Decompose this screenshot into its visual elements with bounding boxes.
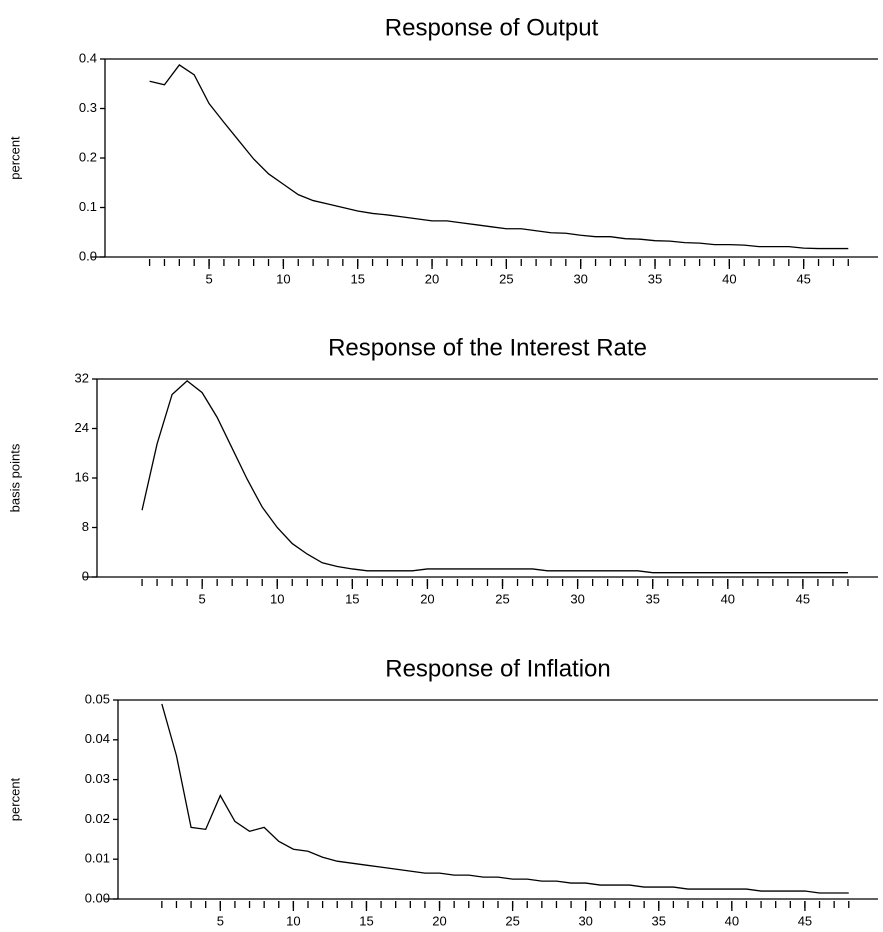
- x-tick-label: 10: [270, 591, 284, 606]
- x-tick-label: 45: [796, 591, 810, 606]
- y-tick-label: 0: [82, 568, 89, 583]
- x-tick-label: 5: [217, 913, 224, 928]
- x-tick-label: 15: [359, 913, 373, 928]
- x-tick-label: 10: [276, 271, 290, 286]
- y-axis-label: percent: [7, 777, 22, 821]
- y-tick-label: 8: [82, 519, 89, 534]
- y-tick-label: 0.03: [85, 771, 110, 786]
- y-tick-label: 0.01: [85, 851, 110, 866]
- x-tick-label: 30: [578, 913, 592, 928]
- y-tick-label: 0.1: [79, 199, 97, 214]
- y-axis-label: basis points: [7, 443, 22, 512]
- chart-title: Response of Output: [385, 14, 599, 41]
- y-axis-label: percent: [7, 136, 22, 180]
- y-tick-label: 0.05: [85, 691, 110, 706]
- x-tick-label: 25: [505, 913, 519, 928]
- x-tick-label: 30: [573, 271, 587, 286]
- x-tick-label: 30: [570, 591, 584, 606]
- x-tick-label: 15: [350, 271, 364, 286]
- x-tick-label: 45: [798, 913, 812, 928]
- y-tick-label: 24: [75, 420, 89, 435]
- x-tick-label: 5: [199, 591, 206, 606]
- chart-title: Response of the Interest Rate: [328, 334, 647, 361]
- y-tick-label: 0.04: [85, 731, 110, 746]
- line-series: [149, 64, 849, 250]
- y-tick-label: 0.00: [85, 890, 110, 905]
- line-series: [161, 703, 849, 894]
- x-tick-label: 25: [499, 271, 513, 286]
- x-tick-label: 15: [345, 591, 359, 606]
- y-tick-label: 32: [75, 370, 89, 385]
- x-tick-label: 45: [796, 271, 810, 286]
- y-tick-label: 0.2: [79, 149, 97, 164]
- x-tick-label: 10: [286, 913, 300, 928]
- x-tick-label: 40: [722, 271, 736, 286]
- x-tick-label: 35: [652, 913, 666, 928]
- x-tick-label: 40: [721, 591, 735, 606]
- x-tick-label: 25: [495, 591, 509, 606]
- y-tick-label: 0.0: [79, 248, 97, 263]
- x-tick-label: 20: [425, 271, 439, 286]
- x-tick-label: 35: [645, 591, 659, 606]
- x-tick-label: 20: [432, 913, 446, 928]
- x-tick-label: 40: [725, 913, 739, 928]
- y-tick-label: 0.3: [79, 100, 97, 115]
- x-tick-label: 35: [648, 271, 662, 286]
- line-series: [141, 380, 848, 574]
- chart-title: Response of Inflation: [385, 655, 610, 682]
- y-tick-label: 0.4: [79, 50, 97, 65]
- x-tick-label: 5: [205, 271, 212, 286]
- y-tick-label: 0.02: [85, 811, 110, 826]
- y-tick-label: 16: [75, 469, 89, 484]
- x-tick-label: 20: [420, 591, 434, 606]
